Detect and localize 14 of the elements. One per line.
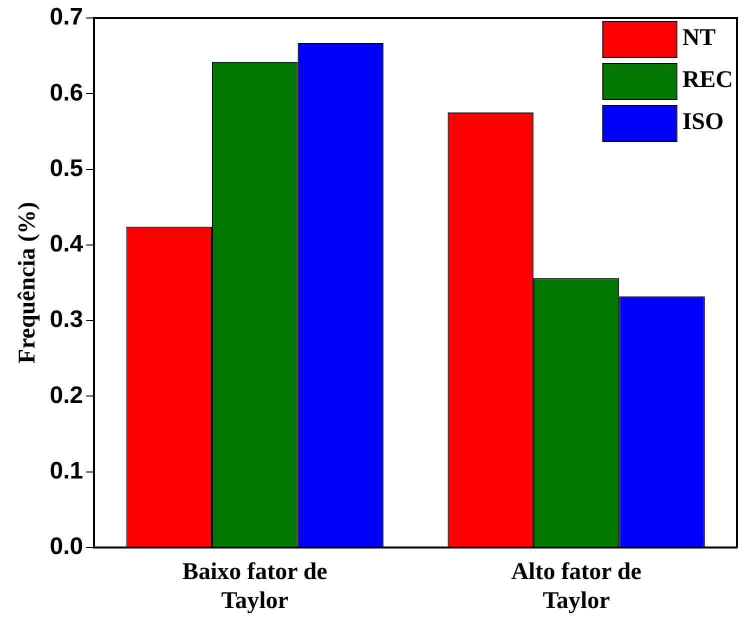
y-tick-label: 0.5 bbox=[50, 154, 84, 182]
x-tick-label: Alto fator de Taylor bbox=[511, 559, 642, 614]
y-tick-label: 0.7 bbox=[50, 4, 84, 31]
legend-label: ISO bbox=[682, 109, 724, 136]
y-tick-label: 0.4 bbox=[50, 230, 84, 258]
y-axis-title: Frequência (%) bbox=[14, 202, 41, 364]
y-tick-label: 0.1 bbox=[50, 457, 84, 484]
y-tick-label: 0.0 bbox=[50, 533, 84, 560]
y-tick-label: 0.6 bbox=[50, 79, 84, 106]
x-tick-label: Baixo fator de Taylor bbox=[182, 559, 328, 614]
legend-label: REC bbox=[682, 67, 733, 94]
y-tick-label: 0.2 bbox=[50, 382, 84, 409]
legend-label: NT bbox=[682, 25, 716, 52]
y-tick-label: 0.3 bbox=[50, 306, 84, 334]
